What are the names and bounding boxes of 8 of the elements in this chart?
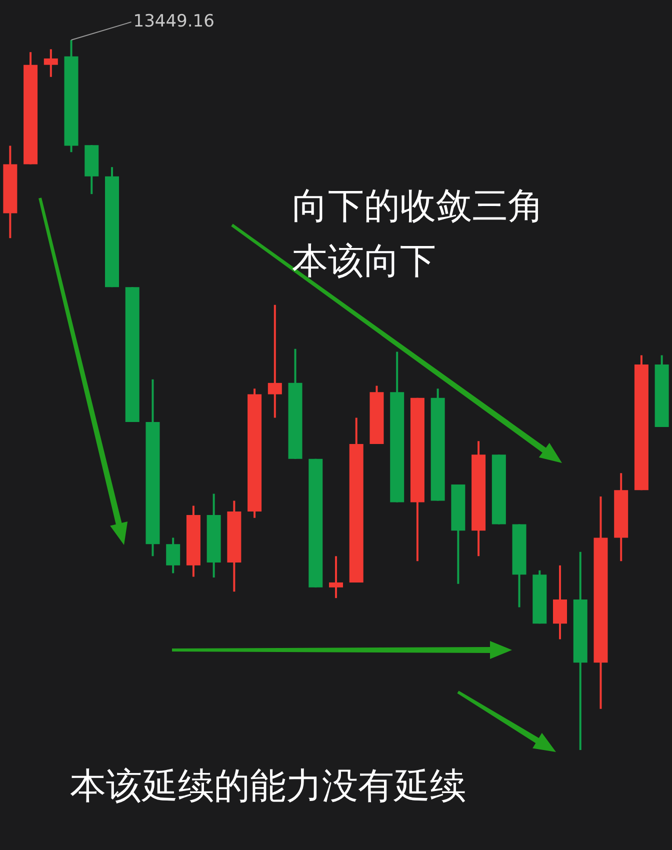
- candlestick: [166, 536, 180, 574]
- annotation: 本该向下: [292, 240, 436, 284]
- text: 13449.16: [133, 11, 214, 32]
- text: 本该延续的能力没有延续: [70, 765, 466, 808]
- candlestick: [329, 555, 343, 600]
- annotation: 向下的收敛三角: [292, 185, 544, 228]
- candlestick: [268, 304, 282, 419]
- candlestick: [44, 48, 58, 78]
